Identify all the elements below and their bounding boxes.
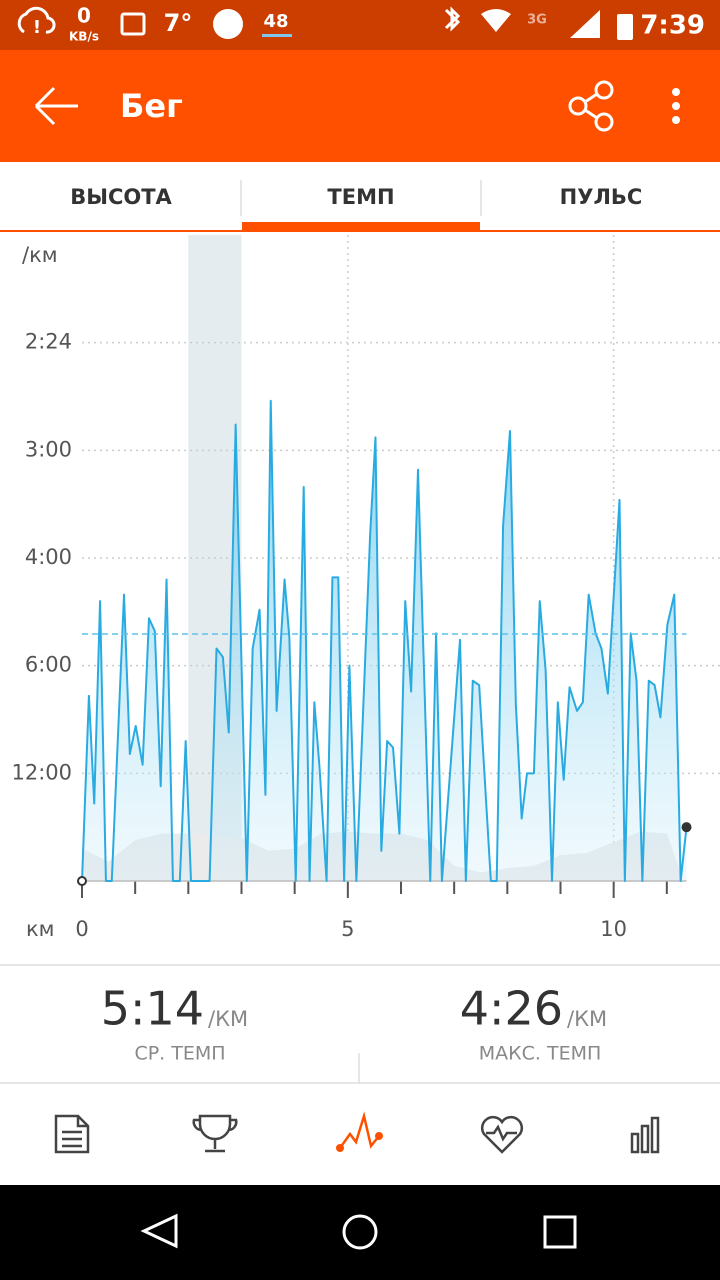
badge-underline [262,34,292,37]
stat-value: 5:14 [101,982,204,1036]
area [82,400,687,881]
screen-title: Бег [120,87,183,125]
app-bar [0,50,720,162]
y-tick-label: 4:00 [25,545,72,569]
nav-back[interactable] [140,1213,178,1249]
nav-home[interactable] [342,1214,378,1250]
nav-stats[interactable] [630,1116,660,1154]
nav-summary[interactable] [54,1114,90,1154]
net-unit: KB/s [69,30,99,44]
chart: 2:24 3:00 4:00 6:00 12:00 0 5 10/км км [11,235,720,941]
tab[interactable]: ВЫСОТА [70,185,172,209]
tab[interactable]: ПУЛЬС [560,185,643,209]
tab-indicator [242,222,480,232]
stat-label: СР. ТЕМП [134,1043,225,1065]
clock: 7:39 [640,11,705,41]
x-axis-label: км [26,917,55,941]
nav-recent[interactable] [543,1215,577,1249]
share-button[interactable] [568,80,614,132]
start-point [77,876,87,886]
back-button[interactable] [34,86,78,126]
bottom-nav [0,1084,720,1185]
stat-value: 4:26 [460,982,563,1036]
x-tick-label: 0 [75,917,88,941]
nav-heart[interactable] [480,1115,524,1154]
y-tick-label: 12:00 [11,760,72,784]
system-nav [0,1185,720,1280]
y-tick-label: 3:00 [25,437,72,461]
stat-label: МАКС. ТЕМП [479,1043,602,1065]
temperature: 7° [164,9,193,37]
x-tick-label: 10 [600,917,627,941]
status-icons [17,6,633,40]
status-bar [0,0,720,50]
tab-active[interactable]: ТЕМП [327,185,394,209]
stat-unit: /КМ [567,1007,607,1031]
y-tick-label: 6:00 [25,653,72,677]
y-axis-label: /км [22,243,58,267]
tab-bar [0,162,720,232]
nav-achievements[interactable] [192,1114,238,1153]
badge: 48 [263,11,288,32]
stat-unit: /КМ [208,1007,248,1031]
nav-charts[interactable] [338,1111,380,1149]
network: 3G [527,13,547,28]
pace-line [81,399,688,882]
y-tick-label: 2:24 [25,330,72,354]
end-point [681,822,692,833]
menu-button[interactable] [672,88,680,124]
alert: ! [33,17,41,38]
nav-charts-dots [336,1132,383,1152]
net-speed: 0 [77,4,91,28]
x-tick-label: 5 [341,917,354,941]
